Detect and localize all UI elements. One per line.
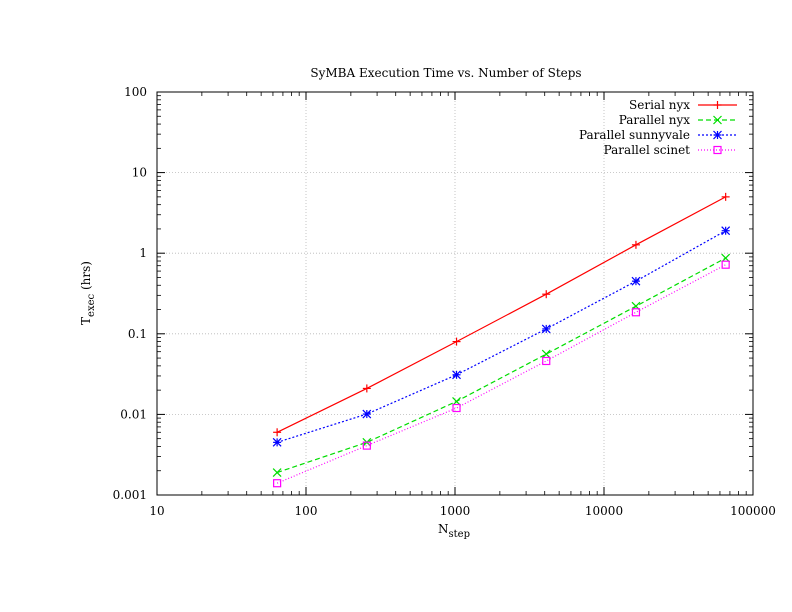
data-point (631, 276, 641, 286)
y-axis-label-unit: (hrs) (79, 261, 93, 294)
y-tick-label: 0.01 (120, 407, 147, 421)
data-point (541, 349, 551, 359)
legend-swatch-marker (713, 115, 722, 125)
data-point (273, 479, 282, 488)
x-tick-label: 1000 (440, 504, 471, 518)
x-tick-label: 100000 (730, 504, 776, 518)
data-point (631, 308, 641, 317)
legend-entry: Parallel nyx (619, 113, 737, 127)
y-tick-label: 0.001 (113, 488, 147, 502)
legend-swatch-marker (713, 101, 722, 109)
data-point (452, 370, 461, 380)
y-tick-label: 100 (124, 85, 147, 99)
data-point (542, 356, 551, 366)
legend-entry: Parallel sunnyvale (579, 128, 737, 142)
y-axis-label-sub: exec (86, 293, 97, 316)
series-4 (273, 260, 730, 488)
x-tick-label: 100 (295, 504, 318, 518)
legend-label: Parallel scinet (604, 143, 691, 157)
legend-swatch-marker (713, 130, 722, 140)
y-tick-label: 10 (132, 166, 147, 180)
data-point (362, 409, 372, 419)
series-line (276, 257, 726, 474)
x-axis-label-main: N (438, 522, 449, 536)
data-point (272, 468, 282, 477)
y-axis-label: Texec (hrs) (79, 261, 97, 325)
x-tick-label: 10 (149, 504, 164, 518)
series-line (276, 264, 726, 484)
legend-label: Parallel sunnyvale (579, 128, 690, 142)
data-point (362, 441, 371, 450)
data-point (721, 260, 730, 269)
data-point (273, 428, 282, 437)
x-axis-label: Nstep (438, 522, 470, 540)
y-axis-label-main: T (79, 317, 93, 325)
data-point (272, 437, 282, 447)
y-tick-label: 0.1 (128, 327, 147, 341)
data-point (721, 226, 731, 236)
data-point (542, 290, 551, 299)
series-3 (272, 226, 731, 447)
legend-swatch-marker (713, 145, 722, 155)
series-line (276, 230, 726, 443)
x-axis-label-sub: step (449, 529, 470, 540)
series-group (272, 192, 731, 488)
legend-entry: Serial nyx (629, 98, 737, 112)
series-2 (272, 253, 731, 477)
x-tick-label: 10000 (585, 504, 623, 518)
data-point (452, 337, 461, 346)
series-1 (273, 192, 730, 437)
data-point (541, 324, 551, 334)
data-point (631, 240, 640, 249)
legend-entry: Parallel scinet (604, 143, 737, 157)
series-line (276, 196, 726, 433)
grid (157, 92, 753, 495)
data-point (452, 403, 461, 413)
chart-title: SyMBA Execution Time vs. Number of Steps (310, 66, 581, 80)
legend-label: Parallel nyx (619, 113, 691, 127)
y-tick-label: 1 (139, 246, 147, 260)
data-point (721, 192, 730, 201)
axes: 10 100 1000 10000 100000 0.001 0.01 0.1 1 10 100 (113, 85, 776, 518)
data-point (362, 384, 371, 393)
legend-label: Serial nyx (629, 98, 690, 112)
